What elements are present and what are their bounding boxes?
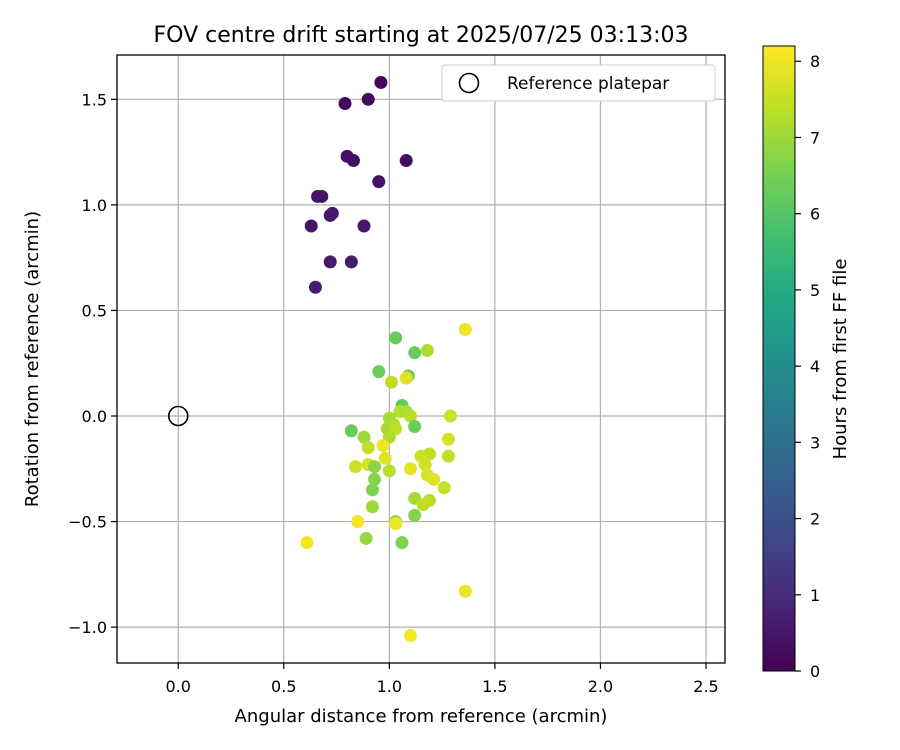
scatter-point xyxy=(325,206,339,220)
scatter-point xyxy=(372,365,386,379)
colorbar-tick-label: 3 xyxy=(810,433,820,452)
colorbar-tick-label: 2 xyxy=(810,510,820,529)
x-tick-label: 0.5 xyxy=(271,677,296,696)
colorbar-tick-label: 1 xyxy=(810,586,820,605)
scatter-point xyxy=(408,346,422,360)
scatter-points xyxy=(300,75,472,643)
scatter-point xyxy=(384,375,398,389)
x-tick-label: 0.0 xyxy=(165,677,190,696)
scatter-point xyxy=(344,255,358,269)
scatter-point xyxy=(365,500,379,514)
colorbar: 0 1 2 3 4 5 6 7 8 Hours from first FF file xyxy=(762,45,851,681)
scatter-point xyxy=(403,629,417,643)
scatter-point xyxy=(304,219,318,233)
scatter-point xyxy=(378,451,392,465)
scatter-point xyxy=(346,154,360,168)
x-tick-label: 1.5 xyxy=(482,677,507,696)
scatter-point xyxy=(395,536,409,550)
scatter-point xyxy=(408,420,422,434)
scatter-point xyxy=(427,472,441,486)
x-tick-label: 2.5 xyxy=(693,677,718,696)
scatter-point xyxy=(372,175,386,189)
scatter-point xyxy=(441,432,455,446)
colorbar-tick-label: 7 xyxy=(810,128,820,147)
scatter-point xyxy=(403,462,417,476)
x-tick-label: 1.0 xyxy=(377,677,402,696)
legend-label: Reference platepar xyxy=(507,74,669,94)
scatter-point xyxy=(408,508,422,522)
plot-frame xyxy=(116,54,726,664)
scatter-point xyxy=(418,458,432,472)
scatter-point xyxy=(368,460,382,474)
y-ticks: −1.0 −0.5 0.0 0.5 1.0 1.5 xyxy=(68,90,117,637)
scatter-point xyxy=(359,531,373,545)
scatter-point xyxy=(308,280,322,294)
scatter-point xyxy=(323,255,337,269)
colorbar-gradient xyxy=(762,45,796,672)
scatter-point xyxy=(458,584,472,598)
scatter-point xyxy=(389,331,403,345)
scatter-point xyxy=(344,424,358,438)
chart-title: FOV centre drift starting at 2025/07/25 … xyxy=(154,23,689,48)
scatter-point xyxy=(437,481,451,495)
legend: Reference platepar xyxy=(441,64,716,102)
scatter-point xyxy=(403,409,417,423)
scatter-point xyxy=(357,219,371,233)
scatter-point xyxy=(399,154,413,168)
x-ticks: 0.0 0.5 1.0 1.5 2.0 2.5 xyxy=(165,663,719,696)
scatter-point xyxy=(351,515,365,529)
scatter-point xyxy=(458,322,472,336)
scatter-point xyxy=(441,449,455,463)
scatter-point xyxy=(361,441,375,455)
y-tick-label: 0.0 xyxy=(82,407,107,426)
scatter-point xyxy=(368,472,382,486)
scatter-point xyxy=(399,371,413,385)
grid xyxy=(117,55,725,663)
colorbar-tick-label: 8 xyxy=(810,52,820,71)
colorbar-tick-label: 0 xyxy=(810,662,820,681)
scatter-point xyxy=(376,439,390,453)
legend-box xyxy=(441,64,716,102)
scatter-point xyxy=(365,483,379,497)
scatter-point xyxy=(444,409,458,423)
legend-marker-icon xyxy=(458,72,480,94)
y-tick-label: −0.5 xyxy=(68,513,107,532)
y-tick-label: 1.0 xyxy=(82,196,107,215)
scatter-point xyxy=(315,189,329,203)
colorbar-tick-label: 4 xyxy=(810,357,820,376)
colorbar-tick-label: 5 xyxy=(810,281,820,300)
scatter-point xyxy=(416,498,430,512)
scatter-point xyxy=(382,464,396,478)
scatter-point xyxy=(338,97,352,111)
scatter-point xyxy=(357,430,371,444)
y-tick-label: 1.5 xyxy=(82,90,107,109)
colorbar-label: Hours from first FF file xyxy=(830,259,851,460)
x-axis-label: Angular distance from reference (arcmin) xyxy=(235,706,608,727)
reference-platepar-marker xyxy=(167,405,189,427)
scatter-point xyxy=(389,517,403,531)
scatter-point xyxy=(361,92,375,106)
scatter-point xyxy=(300,536,314,550)
y-tick-label: 0.5 xyxy=(82,301,107,320)
scatter-point xyxy=(349,460,363,474)
y-tick-label: −1.0 xyxy=(68,618,107,637)
scatter-point xyxy=(420,344,434,358)
colorbar-tick-label: 6 xyxy=(810,205,820,224)
scatter-point xyxy=(374,75,388,89)
y-axis-label: Rotation from reference (arcmin) xyxy=(22,211,43,507)
x-tick-label: 2.0 xyxy=(588,677,613,696)
colorbar-ticks: 0 1 2 3 4 5 6 7 8 xyxy=(795,52,820,681)
